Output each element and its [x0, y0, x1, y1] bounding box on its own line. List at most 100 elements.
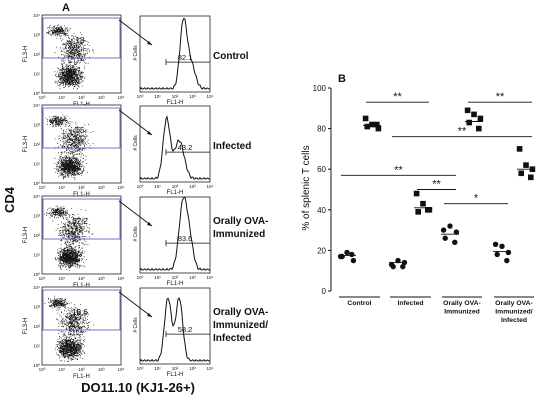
dot-plot-y-tick: 10² [33, 324, 40, 329]
gate-box [42, 289, 121, 331]
data-point-square [369, 121, 375, 128]
dot-plot-x-label: FL1-H [73, 192, 90, 198]
group-label: Immunized [444, 309, 480, 316]
panel-b-scatter-chart: 0 20 40 60 80 100 Control Infected Orally OVA- Im… [313, 84, 536, 324]
histogram-x-tick: 10³ [189, 94, 196, 99]
histogram-x-tick: 10² [172, 366, 179, 371]
data-point-square [420, 200, 426, 207]
flow-row: 10⁰10⁰10¹10¹10²10²10³10³10⁴10⁴FL3-HFL1-H… [23, 13, 249, 108]
dot-plot-y-tick: 10² [33, 233, 40, 238]
group-label: Immunized/ [495, 309, 532, 316]
dot-plot-x-tick: 10² [78, 276, 85, 281]
row-label-line: Orally OVA- [213, 216, 268, 227]
data-point-square [374, 121, 380, 128]
histogram-x-tick: 10² [172, 275, 179, 280]
histogram-x-tick: 10¹ [154, 275, 161, 280]
dot-plot-x-tick: 10² [78, 367, 85, 372]
significance-label: ** [393, 91, 402, 103]
gate-percentage: 18 [76, 36, 85, 45]
dot-plot-y-tick: 10² [33, 142, 40, 147]
dot-plot-x-tick: 10¹ [58, 95, 65, 100]
dot-plot-x-label: FL1-H [73, 283, 90, 289]
dot-plot-events [44, 205, 94, 271]
dot-plot-y-label: FL3-H [23, 227, 29, 244]
dot-plot-x-tick: 10⁴ [118, 276, 125, 281]
dot-plot-y-tick: 10¹ [33, 162, 40, 167]
data-point-square [425, 207, 431, 213]
gate-percentage: 32.2 [72, 217, 88, 226]
data-point-circle [505, 249, 512, 256]
histogram-x-label: FL1-H [167, 190, 184, 196]
arrow-head [147, 313, 152, 317]
histogram-percentage: 58.2 [178, 325, 193, 334]
data-point-square [364, 123, 370, 130]
panel-a-flow-plots: 10⁰10⁰10¹10¹10²10²10³10³10⁴10⁴FL3-HFL1-H… [23, 13, 268, 380]
histogram-x-tick: 10⁰ [137, 94, 144, 99]
histogram-percentage: 43.2 [178, 143, 193, 152]
row-label-line: Orally OVA- [213, 307, 268, 318]
dot-plot-x-tick: 10³ [98, 95, 105, 100]
dot-plot-x-tick: 10⁰ [39, 185, 46, 190]
dot-plot-frame [41, 195, 122, 275]
gate-to-histogram-arrow [118, 200, 153, 227]
data-point-circle [344, 249, 350, 256]
histogram-x-tick: 10³ [189, 275, 196, 280]
row-label-line: Control [213, 51, 249, 62]
row-label-line: Infected [213, 333, 251, 344]
dot-plot-x-tick: 10⁰ [39, 367, 46, 372]
dot-plot-y-tick: 10³ [33, 214, 40, 219]
y-tick-label: 0 [322, 287, 327, 296]
histogram-frame [139, 105, 211, 183]
dot-plot-y-tick: 10⁴ [33, 13, 40, 18]
histogram-x-tick: 10¹ [154, 366, 161, 371]
y-tick-label: 20 [317, 246, 326, 255]
panel-a-letter: A [62, 2, 70, 14]
data-point-square [516, 146, 523, 152]
gate-to-histogram-arrow [118, 109, 153, 136]
data-point-square [466, 119, 472, 126]
dot-plot-y-tick: 10³ [33, 33, 40, 38]
data-point-circle [494, 251, 500, 258]
dot-plot-y-tick: 10⁴ [33, 103, 40, 108]
histogram-curve [139, 115, 210, 180]
histogram-x-tick: 10⁰ [137, 275, 144, 280]
data-point-circle [499, 243, 505, 250]
dot-plot-x-tick: 10² [78, 185, 85, 190]
panel-a-y-axis-label: CD4 [2, 186, 17, 213]
group-label: Infected [397, 300, 423, 307]
flow-row: 10⁰10⁰10¹10¹10²10²10³10³10⁴10⁴FL3-HFL1-H… [23, 285, 268, 380]
dot-plot-y-tick: 10⁰ [33, 91, 40, 96]
dot-plot-y-label: FL3-H [23, 46, 29, 63]
gate-to-histogram-arrow [118, 19, 153, 46]
histogram-curve [139, 17, 210, 90]
histogram-y-label: # Cells [133, 45, 139, 61]
histogram-frame [139, 287, 211, 365]
group-label: Orally OVA- [443, 300, 481, 307]
histogram-x-tick: 10⁴ [207, 184, 214, 189]
y-tick-label: 100 [313, 84, 327, 93]
arrow-head [147, 222, 152, 226]
dot-plot-y-tick: 10¹ [33, 72, 40, 77]
dot-plot-y-tick: 10⁰ [33, 181, 40, 186]
data-point-circle [400, 263, 406, 270]
data-point-square [362, 115, 369, 122]
histogram-x-tick: 10⁴ [207, 366, 214, 371]
row-label-line: Immunized/ [213, 320, 268, 331]
gate-percentage: 18.6 [72, 308, 88, 317]
histogram-percentage: 82.1 [178, 53, 193, 62]
data-point-circle [442, 235, 448, 241]
group-label: Infected [501, 317, 527, 324]
significance-label: ** [394, 164, 403, 176]
significance-label: ** [496, 91, 505, 103]
dot-plot-x-tick: 10³ [98, 185, 105, 190]
data-point-circle [492, 241, 499, 248]
gate-to-histogram-arrow [118, 291, 153, 318]
data-point-square [375, 125, 382, 132]
data-point-circle [349, 251, 355, 258]
dot-plot-y-label: FL3-H [23, 136, 29, 153]
data-point-square [415, 209, 421, 215]
histogram-x-label: FL1-H [167, 100, 184, 106]
histogram-x-tick: 10⁰ [137, 184, 144, 189]
dot-plot-x-tick: 10³ [98, 367, 105, 372]
